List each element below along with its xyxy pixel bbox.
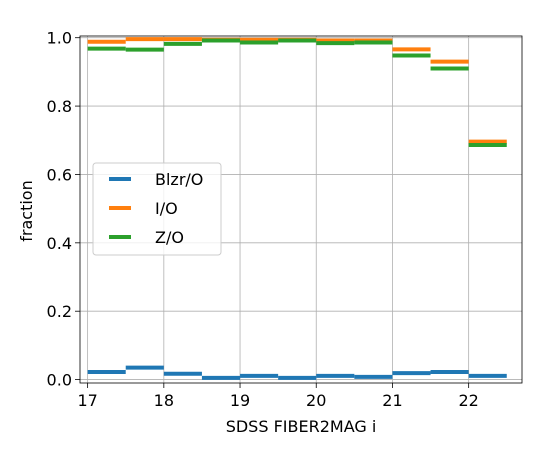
legend: Blzr/O I/O Z/O bbox=[92, 162, 222, 256]
y-tick-label: 0.2 bbox=[47, 302, 72, 321]
y-axis-label: fraction bbox=[17, 180, 36, 241]
x-tick-label: 20 bbox=[306, 391, 326, 410]
x-tick-label: 19 bbox=[230, 391, 250, 410]
series-i-o bbox=[87, 37, 507, 144]
series-blzr-o bbox=[87, 365, 507, 380]
axes bbox=[79, 35, 523, 384]
x-tick-label: 21 bbox=[382, 391, 402, 410]
legend-box bbox=[92, 162, 222, 256]
ticks: 17 18 19 20 21 22 0.0 0.2 0.4 0.6 0.8 1.0 bbox=[47, 29, 479, 410]
x-tick-label: 17 bbox=[77, 391, 97, 410]
y-tick-label: 0.0 bbox=[47, 371, 72, 390]
series-layer bbox=[87, 37, 507, 380]
legend-label: Z/O bbox=[155, 228, 184, 247]
legend-label: Blzr/O bbox=[155, 170, 203, 189]
y-tick-label: 0.8 bbox=[47, 97, 72, 116]
series-z-o bbox=[87, 38, 507, 148]
plot-frame bbox=[79, 35, 523, 384]
x-tick-label: 22 bbox=[458, 391, 478, 410]
x-axis-label: SDSS FIBER2MAG i bbox=[226, 417, 377, 436]
x-tick-label: 18 bbox=[154, 391, 174, 410]
legend-label: I/O bbox=[155, 199, 178, 218]
y-tick-label: 0.6 bbox=[47, 165, 72, 184]
y-tick-label: 0.4 bbox=[47, 234, 72, 253]
y-tick-label: 1.0 bbox=[47, 29, 72, 48]
